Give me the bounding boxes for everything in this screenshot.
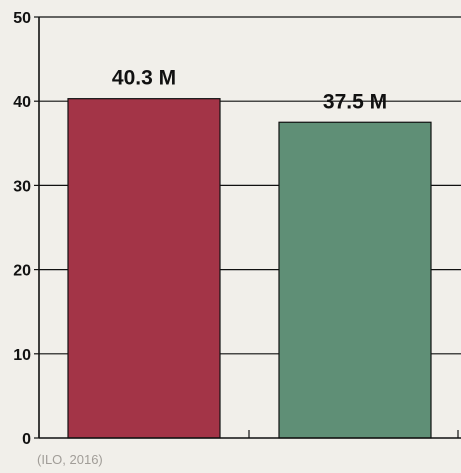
y-tick-label-30: 30 bbox=[13, 178, 31, 195]
labels: 0 10 20 30 40 50 40.3 M 37.5 M bbox=[13, 10, 387, 448]
bar-1 bbox=[67, 98, 221, 439]
source-note: (ILO, 2016) bbox=[37, 452, 103, 467]
data-label-2: 37.5 M bbox=[323, 90, 387, 113]
y-tick-label-50: 50 bbox=[13, 10, 31, 27]
y-tick-label-0: 0 bbox=[22, 431, 31, 448]
y-tick-label-40: 40 bbox=[13, 94, 31, 111]
axes bbox=[34, 16, 461, 439]
y-tick-label-20: 20 bbox=[13, 263, 31, 280]
bar-chart: 0 10 20 30 40 50 40.3 M 37.5 M bbox=[13, 10, 461, 448]
bars bbox=[67, 98, 432, 439]
y-tick-label-10: 10 bbox=[13, 347, 31, 364]
data-label-1: 40.3 M bbox=[112, 67, 176, 90]
bar-2 bbox=[278, 121, 432, 439]
